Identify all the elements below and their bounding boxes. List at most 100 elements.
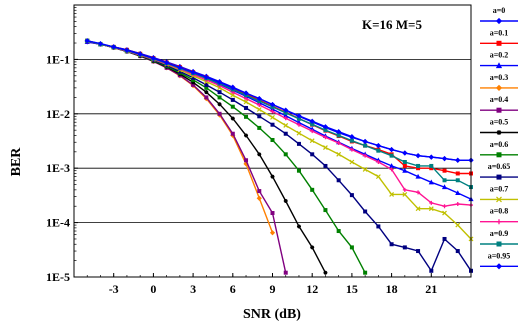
data-point [270, 211, 275, 216]
data-point [257, 125, 262, 130]
data-point [323, 163, 328, 168]
data-point [428, 154, 434, 160]
data-point [256, 96, 262, 102]
data-point [177, 69, 182, 74]
data-point [310, 245, 315, 250]
data-point [217, 102, 222, 107]
legend-marker [495, 17, 503, 25]
data-point [256, 195, 262, 201]
data-point [270, 137, 275, 142]
data-point [349, 193, 354, 198]
data-point [415, 153, 421, 159]
series-a=0.7 [84, 38, 474, 242]
data-point [283, 123, 289, 128]
data-point [309, 138, 315, 144]
y-tick-label: 1E-1 [46, 52, 70, 66]
data-point [310, 129, 315, 134]
legend-label: a=0.9 [490, 229, 509, 238]
series-a=0.95 [84, 38, 474, 163]
legend-label: a=0.3 [490, 73, 509, 82]
data-point [323, 128, 328, 133]
y-axis-label: BER [9, 147, 24, 177]
data-point [336, 141, 341, 146]
data-point [283, 116, 288, 121]
data-point [191, 75, 196, 80]
data-point [376, 160, 381, 165]
data-point [455, 201, 460, 206]
data-point [270, 122, 275, 127]
data-point [455, 190, 461, 196]
y-tick-label: 1E-5 [46, 270, 70, 284]
legend-marker [496, 196, 502, 203]
data-point [402, 160, 407, 165]
data-point [230, 85, 236, 91]
data-point [363, 143, 368, 148]
data-point [402, 187, 407, 192]
data-point [257, 103, 262, 108]
data-point [336, 133, 341, 138]
data-point [455, 157, 461, 163]
data-point [389, 163, 395, 168]
data-point [283, 270, 288, 275]
data-point [323, 145, 328, 150]
data-point [362, 166, 368, 172]
data-point [416, 190, 421, 195]
data-point [269, 101, 276, 108]
data-point [283, 107, 289, 113]
data-point [244, 114, 249, 119]
data-point [442, 168, 447, 173]
data-point [244, 133, 249, 138]
data-point [402, 163, 407, 168]
data-point [310, 122, 315, 127]
series-a=0.2 [84, 39, 474, 202]
legend-marker [496, 219, 502, 225]
legend-marker [496, 174, 502, 180]
data-point [230, 97, 235, 102]
data-point [389, 191, 395, 197]
data-point [296, 130, 302, 136]
data-point [190, 69, 196, 75]
data-point [270, 174, 275, 179]
series-a=0.8 [85, 38, 473, 209]
legend-marker [496, 40, 502, 46]
series-line [87, 40, 366, 274]
legend-label: a=0.8 [490, 207, 509, 216]
data-point [244, 96, 249, 101]
legend-label: a=0 [493, 6, 506, 15]
data-point [283, 110, 288, 115]
data-point [191, 82, 196, 87]
x-tick-label: 9 [270, 282, 276, 296]
data-point [257, 152, 262, 157]
data-point [191, 80, 196, 85]
data-point [442, 178, 447, 183]
data-point [283, 198, 288, 203]
data-point [296, 168, 301, 173]
legend: a=0 a=0.1 a=0.2 a=0.3 a=0.4 a=0.5 a=0.6 a=0.65 a… [480, 6, 518, 270]
data-point [376, 148, 381, 153]
data-point [416, 249, 421, 254]
data-point [402, 167, 408, 173]
data-point [243, 90, 249, 96]
data-point [416, 163, 421, 168]
data-point [164, 60, 170, 66]
data-point [389, 146, 395, 153]
data-point [309, 118, 315, 124]
data-point [415, 173, 421, 179]
legend-label: a=0.1 [490, 28, 509, 37]
data-point [415, 206, 421, 212]
data-point [296, 122, 301, 127]
series-line [87, 40, 471, 161]
data-point [257, 114, 262, 119]
data-point [363, 209, 368, 214]
data-point [296, 141, 301, 146]
data-point [336, 129, 342, 135]
series-line [87, 40, 472, 240]
data-point [336, 151, 342, 157]
data-point [323, 135, 328, 140]
legend-marker [495, 263, 503, 270]
data-point [389, 242, 394, 247]
data-point [243, 99, 249, 105]
data-point [296, 224, 301, 229]
data-point [283, 152, 288, 157]
